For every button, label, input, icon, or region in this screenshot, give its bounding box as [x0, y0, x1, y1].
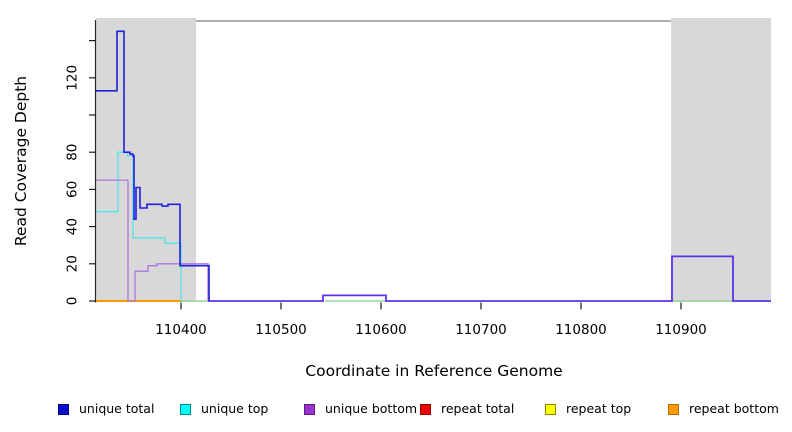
- legend-label: unique total: [79, 401, 155, 416]
- y-tick-label: 120: [65, 65, 81, 91]
- y-tick-label: 80: [65, 144, 81, 161]
- x-tick-label: 110700: [455, 322, 507, 338]
- legend: unique total unique top unique bottom repea…: [0, 401, 792, 425]
- legend-label: repeat bottom: [689, 401, 779, 416]
- y-tick-label: 0: [65, 297, 81, 306]
- series-unique-bottom: [96, 179, 209, 302]
- legend-label: unique top: [201, 401, 269, 416]
- legend-item-repeat-total: repeat total: [420, 401, 514, 417]
- series-unique-total: [96, 30, 210, 301]
- legend-label: unique bottom: [325, 401, 418, 416]
- x-tick-label: 110800: [555, 322, 607, 338]
- legend-swatch-icon: [304, 403, 315, 415]
- x-tick-label: 110600: [355, 322, 407, 338]
- legend-item-unique-total: unique total: [58, 401, 154, 417]
- x-tick-label: 110400: [155, 322, 207, 338]
- repeat-region-shade: [671, 18, 771, 302]
- legend-label: repeat top: [566, 401, 632, 416]
- legend-swatch-icon: [545, 403, 556, 415]
- y-tick-label: 40: [65, 218, 81, 235]
- y-axis-title: Read Coverage Depth: [12, 75, 30, 247]
- legend-item-unique-bottom: unique bottom: [304, 401, 417, 417]
- legend-swatch-icon: [420, 403, 431, 415]
- x-tick-label: 110500: [255, 322, 307, 338]
- legend-swatch-icon: [180, 403, 191, 415]
- x-tick-label: 110900: [655, 322, 707, 338]
- legend-item-repeat-top: repeat top: [545, 401, 631, 417]
- y-tick-label: 60: [65, 181, 81, 198]
- series-unique-total-unique-bottom-overlap: [208, 255, 771, 302]
- x-axis-title: Coordinate in Reference Genome: [305, 362, 563, 380]
- legend-item-repeat-bottom: repeat bottom: [668, 401, 779, 417]
- y-tick-label: 20: [65, 255, 81, 272]
- legend-swatch-icon: [668, 403, 679, 415]
- legend-label: repeat total: [441, 401, 515, 416]
- legend-swatch-icon: [58, 403, 69, 415]
- legend-item-unique-top: unique top: [180, 401, 268, 417]
